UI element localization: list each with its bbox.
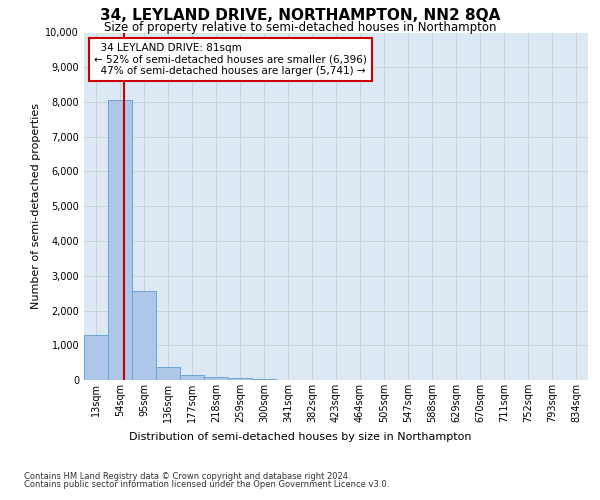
Bar	[229, 378, 251, 380]
Text: 34 LEYLAND DRIVE: 81sqm
← 52% of semi-detached houses are smaller (6,396)
  47% : 34 LEYLAND DRIVE: 81sqm ← 52% of semi-de…	[94, 43, 367, 76]
Text: Contains HM Land Registry data © Crown copyright and database right 2024.: Contains HM Land Registry data © Crown c…	[24, 472, 350, 481]
Bar	[205, 376, 227, 380]
Bar	[181, 375, 203, 380]
Y-axis label: Number of semi-detached properties: Number of semi-detached properties	[31, 104, 41, 309]
Bar	[157, 367, 179, 380]
Bar	[85, 335, 107, 380]
Text: 34, LEYLAND DRIVE, NORTHAMPTON, NN2 8QA: 34, LEYLAND DRIVE, NORTHAMPTON, NN2 8QA	[100, 8, 500, 22]
Text: Size of property relative to semi-detached houses in Northampton: Size of property relative to semi-detach…	[104, 21, 496, 34]
Text: Contains public sector information licensed under the Open Government Licence v3: Contains public sector information licen…	[24, 480, 389, 489]
Bar	[109, 100, 131, 380]
Text: Distribution of semi-detached houses by size in Northampton: Distribution of semi-detached houses by …	[129, 432, 471, 442]
Bar	[253, 379, 275, 380]
Bar	[133, 292, 155, 380]
